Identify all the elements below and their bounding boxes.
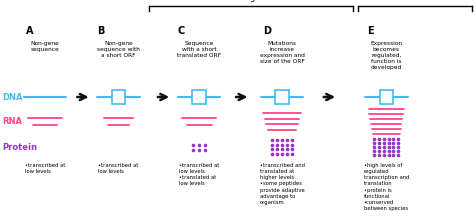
Bar	[380, 90, 393, 104]
Text: •transcribed at
low levels: •transcribed at low levels	[25, 163, 65, 174]
Text: Non-gene
sequence: Non-gene sequence	[31, 41, 59, 52]
Text: D: D	[263, 26, 271, 36]
Text: Sequence
with a short
translated ORF: Sequence with a short translated ORF	[177, 41, 221, 58]
Text: C: C	[178, 26, 185, 36]
Text: RNA: RNA	[2, 117, 22, 126]
Bar	[275, 90, 289, 104]
Text: E: E	[367, 26, 374, 36]
Text: •high levels of
regulated
transcription and
translation
•protein is
functional
•: •high levels of regulated transcription …	[364, 163, 409, 211]
Text: Non-gene
sequence with
a short ORF: Non-gene sequence with a short ORF	[97, 41, 140, 58]
Text: Expression
becomes
regulated,
function is
developed: Expression becomes regulated, function i…	[370, 41, 402, 70]
Text: A: A	[26, 26, 34, 36]
Bar	[192, 90, 206, 104]
Text: Genes: Genes	[401, 0, 428, 2]
Text: Mutations
increase
expression and
size of the ORF: Mutations increase expression and size o…	[260, 41, 304, 64]
Text: •transcribed and
translated at
higher levels
•some peptides
provide adaptive
adv: •transcribed and translated at higher le…	[260, 163, 304, 205]
Text: •transcribed at
low levels
•translated at
low levels: •transcribed at low levels •translated a…	[179, 163, 219, 186]
Text: B: B	[97, 26, 105, 36]
Text: DNA: DNA	[2, 93, 23, 101]
Text: Protein: Protein	[2, 143, 37, 152]
Text: Proto-genes: Proto-genes	[225, 0, 275, 2]
Bar	[112, 90, 125, 104]
Text: •transcribed at
low levels: •transcribed at low levels	[98, 163, 139, 174]
